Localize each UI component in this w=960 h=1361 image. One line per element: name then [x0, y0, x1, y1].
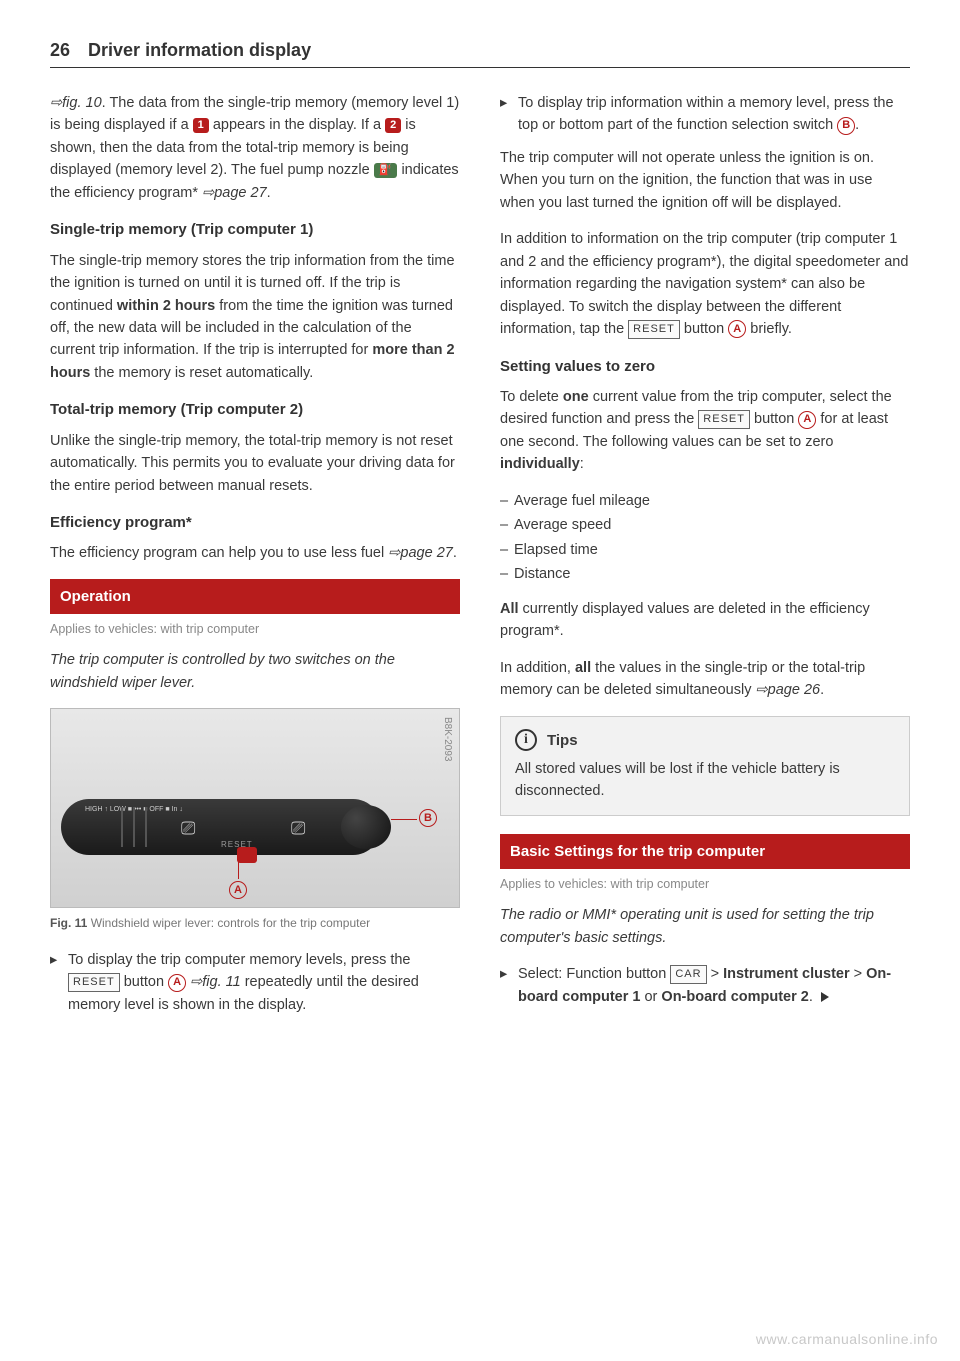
- callout-b-line: [391, 819, 417, 820]
- bullet-select-car: Select: Function button CAR > Instrument…: [500, 963, 910, 1008]
- heading-setting-zero: Setting values to zero: [500, 355, 910, 378]
- tips-body: All stored values will be lost if the ve…: [515, 758, 895, 803]
- figure-code: B8K-2093: [440, 717, 456, 761]
- nozzle-icon: ⛽: [374, 163, 398, 178]
- dash-item: Average speed: [500, 514, 910, 536]
- continue-icon: [821, 992, 829, 1002]
- page-header: 26 Driver information display: [50, 40, 910, 68]
- circle-a-icon: A: [798, 411, 816, 429]
- paragraph-total-trip: Unlike the single-trip memory, the total…: [50, 430, 460, 497]
- tips-heading: i Tips: [515, 729, 895, 752]
- circle-a-icon: A: [728, 320, 746, 338]
- badge-1-icon: 1: [193, 118, 209, 133]
- fig-ref: fig. 10: [50, 95, 102, 111]
- paragraph-ignition: The trip computer will not operate unles…: [500, 147, 910, 214]
- heading-total-trip: Total-trip memory (Trip computer 2): [50, 398, 460, 421]
- paragraph-efficiency: The efficiency program can help you to u…: [50, 542, 460, 564]
- tips-box: i Tips All stored values will be lost if…: [500, 716, 910, 816]
- page-title: Driver information display: [88, 40, 311, 61]
- tips-title: Tips: [547, 729, 578, 752]
- paragraph-all-deleted: All currently displayed values are delet…: [500, 598, 910, 643]
- content-columns: fig. 10. The data from the single-trip m…: [50, 92, 910, 1026]
- callout-b-icon: B: [419, 809, 437, 827]
- page-number: 26: [50, 40, 70, 61]
- fig-ref: fig. 11: [190, 974, 241, 990]
- lead-operation: The trip computer is controlled by two s…: [50, 649, 460, 694]
- applies-to-text: Applies to vehicles: with trip computer: [500, 875, 910, 894]
- dash-item: Average fuel mileage: [500, 490, 910, 512]
- reset-button-label: RESET: [698, 410, 750, 429]
- dash-list: Average fuel mileage Average speed Elaps…: [500, 490, 910, 586]
- figure-caption: Fig. 11 Windshield wiper lever: controls…: [50, 914, 460, 933]
- lever-labels: HIGH ↑ LOW ■ ••• ■ OFF ■ In ↓: [85, 805, 183, 814]
- callout-a-line: [238, 857, 239, 879]
- figure-11: B8K-2093 HIGH ↑ LOW ■ ••• ■ OFF ■ In ↓ ⎚…: [50, 708, 460, 908]
- paragraph-fig10: fig. 10. The data from the single-trip m…: [50, 92, 460, 204]
- circle-b-icon: B: [837, 117, 855, 135]
- heading-single-trip: Single-trip memory (Trip computer 1): [50, 218, 460, 241]
- page-ref: page 27: [202, 185, 267, 201]
- circle-a-icon: A: [168, 974, 186, 992]
- callout-a-icon: A: [229, 881, 247, 899]
- paragraph-single-trip: The single-trip memory stores the trip i…: [50, 250, 460, 385]
- washer-icon: ⎚: [291, 815, 305, 843]
- bullet-display-levels: To display the trip computer memory leve…: [50, 949, 460, 1016]
- lead-basic-settings: The radio or MMI* operating unit is used…: [500, 904, 910, 949]
- paragraph-switch-display: In addition to information on the trip c…: [500, 228, 910, 340]
- car-button-label: CAR: [670, 965, 706, 984]
- paragraph-all-values: In addition, all the values in the singl…: [500, 657, 910, 702]
- badge-2-icon: 2: [385, 118, 401, 133]
- left-column: fig. 10. The data from the single-trip m…: [50, 92, 460, 1026]
- reset-button-label: RESET: [628, 320, 680, 339]
- applies-to-text: Applies to vehicles: with trip computer: [50, 620, 460, 639]
- wiper-icon: ⎚: [181, 815, 195, 843]
- figure-caption-bold: Fig. 11: [50, 916, 87, 930]
- heading-efficiency: Efficiency program*: [50, 511, 460, 534]
- bullet-display-info: To display trip information within a mem…: [500, 92, 910, 137]
- dash-item: Distance: [500, 563, 910, 585]
- page-ref: page 27: [388, 545, 453, 561]
- info-icon: i: [515, 729, 537, 751]
- banner-operation: Operation: [50, 579, 460, 614]
- page-ref: page 26: [756, 682, 821, 698]
- reset-button-tab: [237, 847, 257, 863]
- wiper-lever: HIGH ↑ LOW ■ ••• ■ OFF ■ In ↓ ⎚ ⎚ RESET: [61, 799, 381, 855]
- right-column: To display trip information within a mem…: [500, 92, 910, 1026]
- watermark: www.carmanualsonline.info: [756, 1331, 938, 1347]
- reset-button-label: RESET: [68, 973, 120, 992]
- paragraph-delete-one: To delete one current value from the tri…: [500, 386, 910, 476]
- lever-tip: [341, 805, 391, 849]
- dash-item: Elapsed time: [500, 539, 910, 561]
- banner-basic-settings: Basic Settings for the trip computer: [500, 834, 910, 869]
